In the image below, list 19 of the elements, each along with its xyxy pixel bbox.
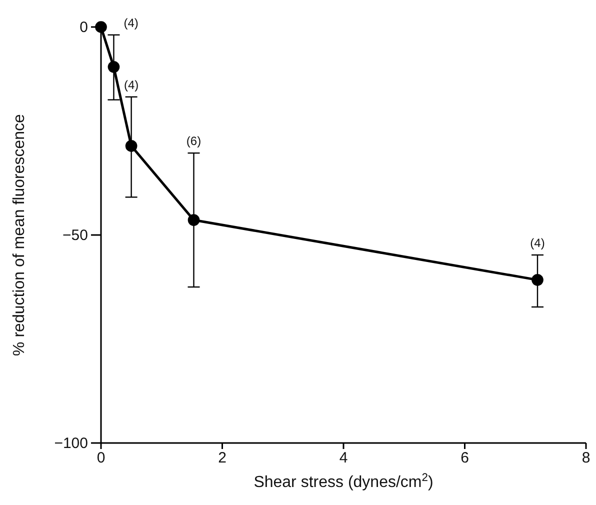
annotation: (4) (124, 16, 138, 30)
point (125, 140, 138, 152)
point (95, 21, 107, 33)
x-axis-title: Shear stress (dynes/cm$^{2}$) (254, 472, 434, 491)
point (532, 274, 544, 286)
x-tick-label: 8 (582, 450, 590, 467)
annotation: (6) (186, 134, 202, 148)
y-tick-label: −100 (54, 434, 88, 452)
y-tick-label: −50 (62, 226, 88, 244)
x-tick-label: 4 (339, 450, 348, 467)
annotation: (4) (124, 78, 139, 92)
point (108, 61, 120, 73)
x-tick-label: 0 (96, 450, 106, 467)
x-tick-label: 2 (218, 450, 226, 467)
y-tick-label: 0 (80, 18, 88, 36)
point (188, 214, 200, 226)
x-tick-label: 6 (460, 450, 469, 467)
annotation: (4) (530, 236, 545, 250)
y-axis-title: % reduction of mean fluorescence (11, 114, 28, 356)
